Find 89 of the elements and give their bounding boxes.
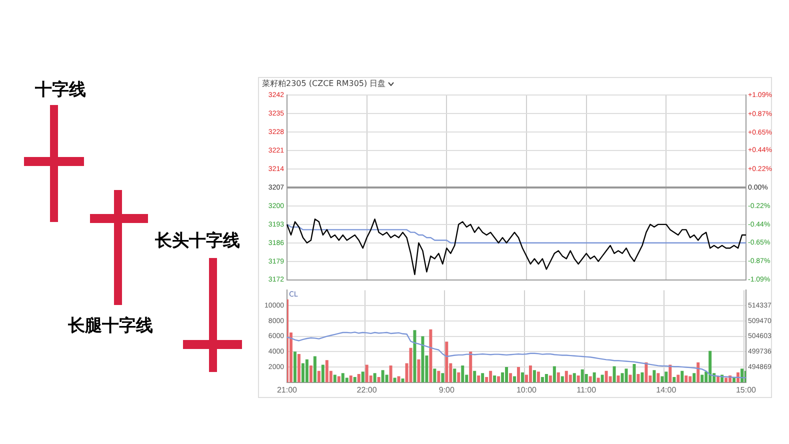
bar [640, 372, 644, 382]
bar [616, 375, 620, 382]
bar [576, 375, 580, 382]
bar [632, 364, 636, 382]
bar [676, 374, 680, 382]
bar [532, 370, 536, 382]
bar [377, 377, 380, 382]
bar [413, 330, 416, 382]
bar [297, 354, 300, 382]
bar [321, 364, 324, 382]
bar [536, 372, 540, 382]
x-tick-label: 14:00 [656, 385, 677, 394]
bar [572, 373, 576, 382]
x-tick-label: 9:00 [438, 385, 455, 394]
bar [461, 365, 464, 382]
bar [421, 336, 424, 382]
x-tick-label: 21:00 [276, 385, 298, 394]
bar [600, 374, 604, 382]
text: 长腿十字线 [68, 315, 153, 337]
bar [708, 350, 712, 382]
bar [341, 373, 344, 382]
bar [636, 374, 640, 382]
x-tick-label: 22:00 [356, 385, 378, 394]
bar [548, 375, 552, 382]
bar [373, 373, 376, 382]
bar [361, 372, 364, 382]
bar [433, 368, 436, 382]
bar [309, 365, 312, 382]
bar [656, 373, 660, 382]
bar [481, 373, 484, 382]
chart-title: 菜籽粕2305 (CZCE RM305) 日盘 [262, 79, 386, 88]
x-tick-label: 11:00 [576, 385, 597, 394]
bar [317, 370, 320, 382]
bar [301, 363, 304, 382]
bar [325, 360, 328, 382]
bar [469, 352, 472, 382]
bar [453, 368, 456, 382]
bar [680, 370, 684, 382]
bar [700, 374, 704, 382]
bar [668, 364, 672, 382]
bar [457, 372, 460, 382]
bar [672, 377, 676, 382]
bar [528, 365, 532, 382]
bar [505, 367, 508, 382]
bar [409, 348, 412, 382]
bar [564, 370, 568, 382]
bar [437, 370, 440, 382]
bar [417, 359, 420, 382]
bar [584, 374, 588, 382]
bar [520, 372, 524, 382]
text: 十字线 [35, 79, 86, 101]
bar [592, 372, 596, 382]
bar [540, 377, 544, 382]
bar [664, 372, 668, 382]
bar [580, 369, 584, 382]
bar [568, 374, 572, 382]
bar [389, 365, 392, 382]
bar [293, 352, 296, 382]
bar [357, 374, 360, 382]
bar [493, 375, 496, 382]
bar [556, 372, 560, 382]
bar [353, 377, 356, 382]
bar [644, 362, 648, 382]
bar [381, 370, 384, 382]
bar [429, 329, 432, 382]
x-tick-label: 15:00 [736, 385, 757, 394]
bar [624, 368, 628, 382]
bar [445, 342, 448, 382]
bar [612, 366, 616, 382]
text: 长头十字线 [155, 230, 240, 252]
x-tick-label: 10:00 [516, 385, 538, 394]
bar [489, 370, 492, 382]
bar [441, 373, 444, 382]
bar [477, 375, 480, 382]
bar [509, 373, 512, 382]
bar [652, 370, 656, 382]
bar [692, 373, 696, 382]
bar [365, 364, 368, 382]
bar [305, 359, 308, 382]
bar [684, 375, 688, 382]
bar [517, 367, 520, 382]
bar [696, 362, 700, 382]
bar [473, 370, 476, 382]
bar [604, 370, 608, 382]
bar [333, 374, 336, 382]
bar [544, 374, 548, 382]
bar [552, 366, 556, 382]
bar [313, 356, 316, 382]
bar [349, 375, 352, 382]
